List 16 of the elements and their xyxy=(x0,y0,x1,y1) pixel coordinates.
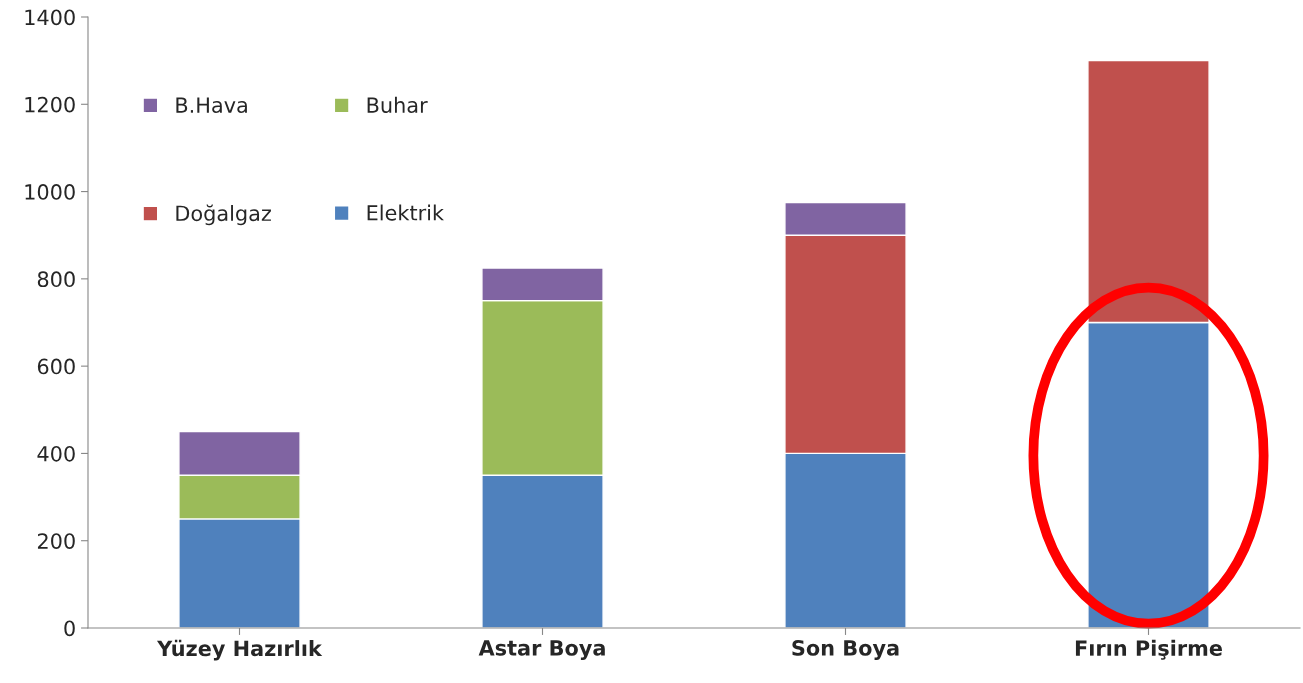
x-tick-label: Astar Boya xyxy=(478,640,605,660)
y-tick-label: 1200 xyxy=(25,96,75,113)
legend-label: B.Hava xyxy=(176,97,247,113)
y-tick-label: 400 xyxy=(37,445,75,462)
x-tick-label: Fırın Pişirme xyxy=(1075,639,1222,660)
y-tick-label: 0 xyxy=(64,620,75,637)
y-tick-label: 200 xyxy=(37,533,75,549)
legend-label: Buhar xyxy=(367,96,428,113)
legend-label: Doğalgaz xyxy=(176,204,271,226)
y-tick-label: 1400 xyxy=(25,9,75,26)
x-tick-label: Yüzey Hazırlık xyxy=(156,639,323,661)
y-tick-label: 1000 xyxy=(25,184,75,200)
legend-label: Elektrik xyxy=(367,204,444,221)
x-tick-label: Son Boya xyxy=(792,640,899,660)
y-tick-label: 800 xyxy=(37,271,75,288)
y-tick-label: 600 xyxy=(37,358,75,375)
